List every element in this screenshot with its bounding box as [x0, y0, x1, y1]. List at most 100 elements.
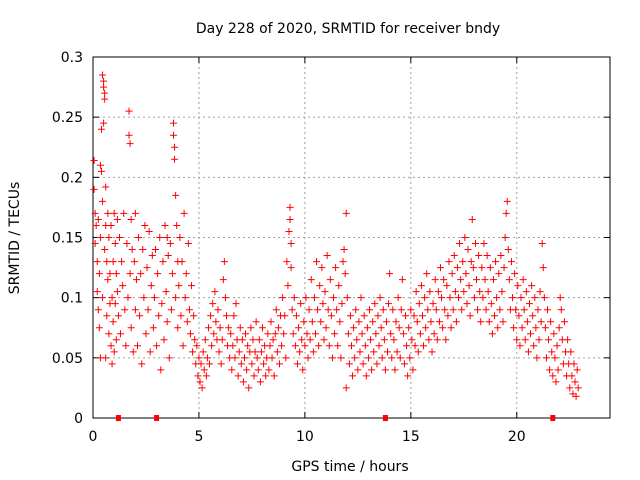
- data-point: [326, 276, 334, 284]
- data-point: [497, 252, 505, 260]
- data-point: [90, 156, 98, 164]
- data-point: [477, 318, 485, 326]
- data-point: [451, 288, 459, 296]
- data-point: [369, 318, 377, 326]
- data-point: [428, 348, 436, 356]
- data-point: [473, 276, 481, 284]
- data-point: [532, 324, 540, 332]
- data-point: [184, 240, 192, 248]
- data-point: [522, 288, 530, 296]
- data-point: [170, 119, 178, 127]
- data-point: [376, 294, 384, 302]
- data-point: [146, 348, 154, 356]
- data-point: [322, 324, 330, 332]
- data-point: [118, 258, 126, 266]
- data-point: [352, 306, 360, 314]
- data-point: [108, 360, 116, 368]
- data-point: [131, 306, 139, 314]
- data-point: [288, 306, 296, 314]
- data-point: [239, 378, 247, 386]
- data-point: [103, 312, 111, 320]
- data-point: [548, 348, 556, 356]
- data-point: [309, 348, 317, 356]
- x-tick-label: 10: [296, 429, 314, 445]
- data-point: [103, 258, 111, 266]
- data-point: [513, 336, 521, 344]
- data-point: [112, 336, 120, 344]
- data-point: [321, 288, 329, 296]
- data-point: [249, 336, 257, 344]
- data-point: [113, 215, 121, 223]
- data-point: [141, 221, 149, 229]
- data-point: [109, 318, 117, 326]
- data-point: [422, 324, 430, 332]
- data-point: [362, 372, 370, 380]
- data-point: [182, 270, 190, 278]
- data-point: [414, 348, 422, 356]
- data-point: [468, 215, 476, 223]
- data-point: [521, 336, 529, 344]
- data-point: [524, 348, 532, 356]
- data-point: [433, 336, 441, 344]
- data-point: [509, 294, 517, 302]
- data-point: [228, 366, 236, 374]
- data-point: [217, 360, 225, 368]
- data-point: [135, 234, 143, 241]
- gap-marker: [550, 415, 556, 421]
- data-point: [377, 324, 385, 332]
- data-point: [525, 300, 533, 308]
- data-point: [353, 336, 361, 344]
- data-point: [387, 330, 395, 338]
- data-point: [179, 342, 187, 350]
- data-point: [95, 270, 103, 278]
- data-point: [291, 342, 299, 350]
- y-axis-label: SRMTID / TECUs: [7, 182, 23, 295]
- data-point: [355, 318, 363, 326]
- data-point: [136, 312, 144, 320]
- data-point: [323, 252, 331, 260]
- data-point: [517, 294, 525, 302]
- data-point: [317, 318, 325, 326]
- data-point: [408, 336, 416, 344]
- data-point: [95, 324, 103, 332]
- data-point: [270, 372, 278, 380]
- data-point: [394, 294, 402, 302]
- data-point: [404, 372, 412, 380]
- data-point: [250, 372, 258, 380]
- gap-marker: [115, 415, 121, 421]
- data-point: [432, 306, 440, 314]
- data-point: [282, 354, 290, 362]
- data-point: [349, 372, 357, 380]
- data-point: [145, 227, 153, 235]
- data-point: [253, 354, 261, 362]
- data-point: [234, 372, 242, 380]
- data-point: [99, 197, 107, 205]
- data-point: [101, 95, 109, 103]
- data-point: [364, 354, 372, 362]
- data-point: [97, 125, 105, 133]
- data-point: [424, 306, 432, 314]
- data-point: [549, 372, 557, 380]
- data-point: [535, 336, 543, 344]
- data-point: [456, 240, 464, 248]
- data-point: [348, 342, 355, 350]
- data-point: [538, 240, 546, 248]
- chart-title: Day 228 of 2020, SRMTID for receiver bnd…: [196, 21, 500, 37]
- data-point: [148, 252, 156, 260]
- data-point: [573, 366, 581, 374]
- data-point: [386, 270, 394, 278]
- data-point: [121, 306, 129, 314]
- data-point: [354, 366, 362, 374]
- data-point: [201, 336, 209, 344]
- data-point: [382, 318, 390, 326]
- data-point: [403, 342, 411, 350]
- data-point: [155, 312, 163, 320]
- data-point: [537, 318, 545, 326]
- data-point: [275, 360, 283, 368]
- data-point: [129, 348, 137, 356]
- data-point: [283, 258, 291, 266]
- data-point: [137, 270, 145, 278]
- data-point: [574, 384, 582, 392]
- data-point: [230, 312, 238, 320]
- data-point: [266, 342, 274, 350]
